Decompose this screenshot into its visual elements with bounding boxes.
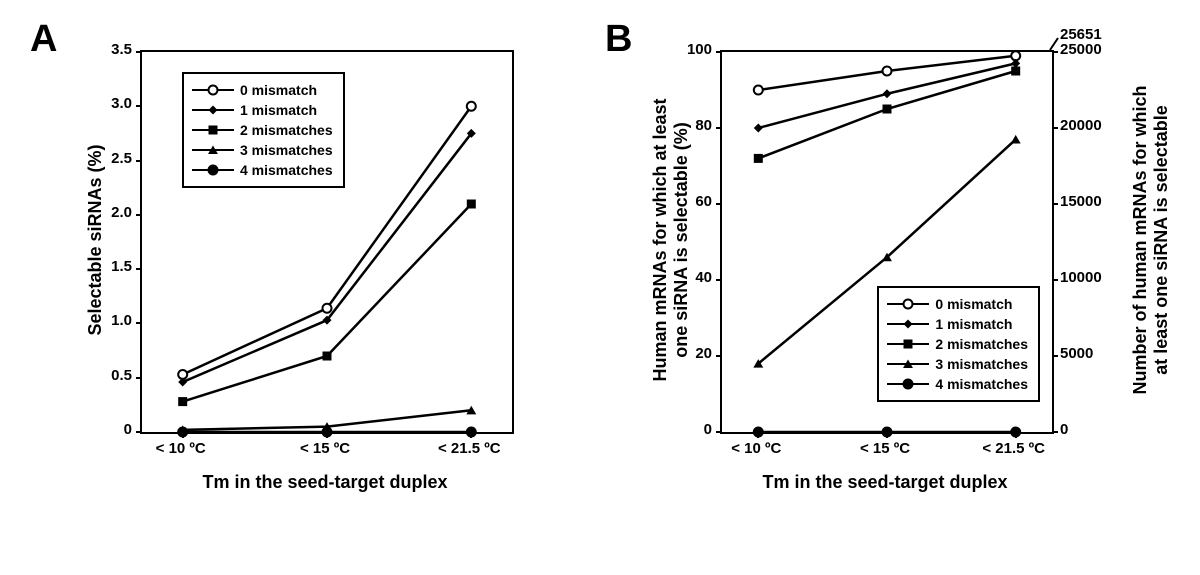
legend-label: 0 mismatch xyxy=(935,296,1012,312)
legend-label: 1 mismatch xyxy=(935,316,1012,332)
y-axis-label: Selectable siRNAs (%) xyxy=(85,50,106,430)
y-tick xyxy=(136,268,142,270)
legend-label: 4 mismatches xyxy=(240,162,333,178)
y-tick xyxy=(136,214,142,216)
legend-marker-icon xyxy=(192,140,234,160)
panel-a-label: A xyxy=(30,18,57,61)
x-tick-label: < 15 ºC xyxy=(300,440,350,457)
y-tick xyxy=(716,431,722,433)
x-tick xyxy=(470,432,472,438)
y2-tick xyxy=(1052,431,1058,433)
x-tick-label: < 21.5 ºC xyxy=(982,440,1045,457)
legend-marker-icon xyxy=(192,120,234,140)
y2-tick-label: 20000 xyxy=(1060,117,1102,134)
legend-item: 2 mismatches xyxy=(192,120,333,140)
x-axis-label: Tm in the seed-target duplex xyxy=(202,472,447,493)
figure: A 0 mismatch 1 mismatch 2 mismatches 3 mism… xyxy=(0,0,1200,575)
y-tick xyxy=(716,355,722,357)
y2-axis-label: Number of human mRNAs for whichat least … xyxy=(1130,50,1171,430)
x-axis-label: Tm in the seed-target duplex xyxy=(762,472,1007,493)
legend-label: 3 mismatches xyxy=(240,142,333,158)
y-tick xyxy=(716,127,722,129)
legend-label: 1 mismatch xyxy=(240,102,317,118)
x-tick xyxy=(1015,432,1017,438)
panel-b-label: B xyxy=(605,18,632,61)
panel-b-legend: 0 mismatch 1 mismatch 2 mismatches 3 mismat… xyxy=(877,286,1040,402)
legend-item: 1 mismatch xyxy=(887,314,1028,334)
x-tick-label: < 15 ºC xyxy=(860,440,910,457)
y2-tick-label: 25000 xyxy=(1060,41,1102,58)
x-tick-label: < 10 ºC xyxy=(731,440,781,457)
y2-tick-label: 5000 xyxy=(1060,345,1093,362)
x-tick xyxy=(326,432,328,438)
x-tick-label: < 10 ºC xyxy=(156,440,206,457)
panel-a-plot: 0 mismatch 1 mismatch 2 mismatches 3 mismat… xyxy=(140,50,514,434)
legend-item: 0 mismatch xyxy=(887,294,1028,314)
legend-marker-icon xyxy=(192,160,234,180)
panel-b-plot: 0 mismatch 1 mismatch 2 mismatches 3 mismat… xyxy=(720,50,1054,434)
y2-tick-label: 0 xyxy=(1060,421,1068,438)
y-tick xyxy=(136,431,142,433)
y-tick xyxy=(716,203,722,205)
legend-marker-icon xyxy=(887,294,929,314)
legend-marker-icon xyxy=(887,374,929,394)
x-tick-label: < 21.5 ºC xyxy=(438,440,501,457)
legend-label: 2 mismatches xyxy=(240,122,333,138)
legend-item: 3 mismatches xyxy=(192,140,333,160)
y2-tick-label: 15000 xyxy=(1060,193,1102,210)
legend-item: 4 mismatches xyxy=(887,374,1028,394)
x-tick xyxy=(757,432,759,438)
y2-tick xyxy=(1052,279,1058,281)
x-tick xyxy=(886,432,888,438)
y2-extra-tick-label: 25651 xyxy=(1060,26,1102,43)
panel-a-legend: 0 mismatch 1 mismatch 2 mismatches 3 mismat… xyxy=(182,72,345,188)
legend-marker-icon xyxy=(887,334,929,354)
legend-label: 0 mismatch xyxy=(240,82,317,98)
y2-tick-label: 10000 xyxy=(1060,269,1102,286)
legend-item: 2 mismatches xyxy=(887,334,1028,354)
y-tick xyxy=(136,51,142,53)
legend-label: 4 mismatches xyxy=(935,376,1028,392)
y-tick xyxy=(136,160,142,162)
legend-item: 1 mismatch xyxy=(192,100,333,120)
legend-item: 0 mismatch xyxy=(192,80,333,100)
legend-marker-icon xyxy=(887,314,929,334)
y2-tick xyxy=(1052,127,1058,129)
legend-marker-icon xyxy=(192,80,234,100)
y-tick xyxy=(136,377,142,379)
y-tick xyxy=(716,279,722,281)
y-axis-label: Human mRNAs for which at leastone siRNA … xyxy=(650,50,691,430)
legend-item: 4 mismatches xyxy=(192,160,333,180)
legend-label: 2 mismatches xyxy=(935,336,1028,352)
legend-label: 3 mismatches xyxy=(935,356,1028,372)
y-tick xyxy=(136,105,142,107)
legend-item: 3 mismatches xyxy=(887,354,1028,374)
y2-tick xyxy=(1052,203,1058,205)
y2-extra-tick-arrow xyxy=(1048,34,1062,56)
legend-marker-icon xyxy=(192,100,234,120)
x-tick xyxy=(182,432,184,438)
y2-tick xyxy=(1052,355,1058,357)
y-tick xyxy=(136,322,142,324)
y-tick xyxy=(716,51,722,53)
legend-marker-icon xyxy=(887,354,929,374)
